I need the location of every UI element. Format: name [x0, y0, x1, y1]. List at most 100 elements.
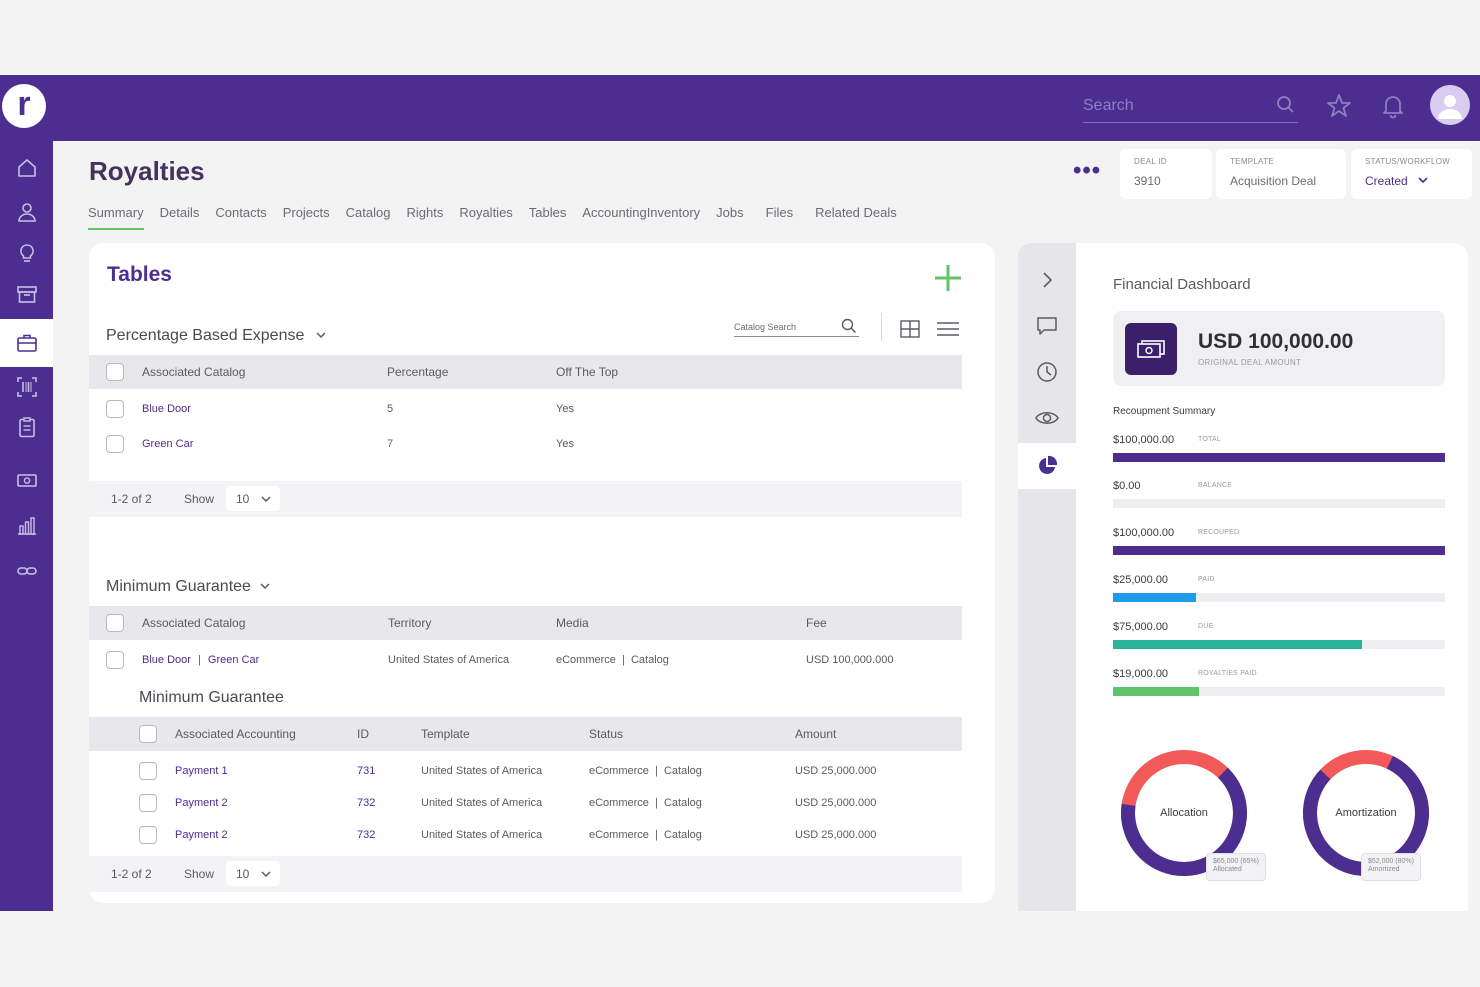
tab-jobs[interactable]: Jobs [716, 205, 744, 220]
col-id[interactable]: ID [357, 727, 369, 741]
catalog-link[interactable]: Green Car [142, 438, 194, 450]
col-percentage[interactable]: Percentage [387, 365, 449, 379]
sidebar-item-ideas[interactable] [0, 234, 53, 274]
recoup-bar-paid: $25,000.00 PAID [1113, 574, 1445, 604]
bar-track [1113, 546, 1445, 555]
rail-dashboard[interactable] [1018, 443, 1076, 489]
tab-details[interactable]: Details [159, 205, 200, 220]
tab-catalog[interactable]: Catalog [345, 205, 391, 220]
catalog-search-input[interactable] [734, 322, 834, 332]
pbe-table-header: Associated Catalog Percentage Off The To… [89, 355, 962, 389]
rail-collapse[interactable] [1018, 257, 1076, 303]
col-associated-catalog[interactable]: Associated Catalog [142, 616, 246, 630]
tab-accounting-inventory[interactable]: AccountingInventory [582, 205, 701, 220]
col-territory[interactable]: Territory [388, 616, 432, 630]
payment-id-link[interactable]: 732 [357, 797, 376, 809]
sidebar-item-reports[interactable] [0, 506, 53, 546]
col-media[interactable]: Media [556, 616, 589, 630]
chevron-down-icon [261, 871, 271, 878]
amount-value: USD 25,000.000 [795, 829, 877, 841]
col-template[interactable]: Template [421, 727, 470, 741]
chevron-down-icon [1418, 177, 1428, 184]
tab-rights[interactable]: Rights [406, 205, 444, 220]
bell-icon[interactable] [1380, 92, 1406, 120]
tooltip-value: $65,000 (65%) [1213, 858, 1259, 865]
row-checkbox[interactable] [106, 435, 124, 453]
sidebar [0, 141, 53, 911]
row-checkbox[interactable] [106, 400, 124, 418]
more-options-button[interactable]: ••• [1073, 157, 1102, 184]
list-view-icon[interactable] [936, 321, 960, 337]
rail-watch[interactable] [1018, 395, 1076, 441]
tab-contacts[interactable]: Contacts [215, 205, 267, 220]
row-checkbox[interactable] [139, 762, 157, 780]
payment-link[interactable]: Payment 2 [175, 829, 228, 841]
mg-section-toggle[interactable]: Minimum Guarantee [106, 578, 271, 596]
col-associated-accounting[interactable]: Associated Accounting [175, 727, 296, 741]
pbe-title: Percentage Based Expense [106, 327, 305, 344]
tooltip-label: Amortized [1368, 866, 1400, 874]
sidebar-item-finance[interactable] [0, 460, 53, 500]
col-off-the-top[interactable]: Off The Top [556, 365, 619, 379]
row-checkbox[interactable] [139, 826, 157, 844]
select-all-checkbox[interactable] [106, 363, 124, 381]
tooltip-label: Allocated [1213, 866, 1242, 874]
page-size-select[interactable]: 10 [226, 486, 280, 511]
sidebar-item-archive[interactable] [0, 274, 53, 314]
separator: | [197, 654, 201, 666]
sidebar-item-home[interactable] [0, 148, 53, 188]
bar-fill [1113, 640, 1362, 649]
payment-id-link[interactable]: 731 [357, 765, 376, 777]
grid-view-icon[interactable] [900, 320, 920, 338]
bar-value: $75,000.00 [1113, 621, 1169, 633]
tab-related-deals[interactable]: Related Deals [815, 205, 897, 220]
user-avatar[interactable] [1430, 85, 1470, 125]
bar-label: BALANCE [1198, 482, 1233, 489]
tab-royalties[interactable]: Royalties [459, 205, 513, 220]
search-input[interactable] [1083, 93, 1263, 119]
sidebar-item-deals[interactable] [0, 319, 53, 367]
payment-link[interactable]: Payment 2 [175, 797, 228, 809]
tab-summary[interactable]: Summary [88, 205, 144, 230]
tab-tables[interactable]: Tables [528, 205, 567, 220]
allocation-donut-chart [1121, 750, 1247, 876]
bar-fill [1113, 453, 1445, 462]
sidebar-item-contacts[interactable] [0, 192, 53, 232]
catalog-link[interactable]: Green Car [207, 654, 260, 666]
tab-files[interactable]: Files [765, 205, 794, 220]
search-icon[interactable] [1276, 95, 1296, 115]
col-status[interactable]: Status [589, 727, 624, 741]
col-associated-catalog[interactable]: Associated Catalog [142, 365, 246, 379]
sidebar-item-tasks[interactable] [0, 407, 53, 447]
sidebar-item-links[interactable] [0, 551, 53, 591]
deal-tabs: Summary Details Contacts Projects Catalo… [88, 205, 913, 230]
bar-label: DUE [1198, 623, 1214, 630]
catalog-link[interactable]: Blue Door [142, 403, 191, 415]
pbe-section-toggle[interactable]: Percentage Based Expense [106, 327, 327, 345]
col-fee[interactable]: Fee [806, 616, 827, 630]
add-icon[interactable] [933, 263, 963, 293]
status-card[interactable]: STATUS/WORKFLOW Created [1351, 149, 1472, 199]
rail-history[interactable] [1018, 349, 1076, 395]
sidebar-item-catalog[interactable] [0, 367, 53, 407]
barcode-icon [16, 377, 37, 397]
search-icon[interactable] [841, 318, 857, 334]
star-icon[interactable] [1325, 92, 1353, 120]
payment-link[interactable]: Payment 1 [175, 765, 228, 777]
chevron-down-icon [260, 583, 270, 590]
col-amount[interactable]: Amount [795, 727, 837, 741]
right-rail [1018, 243, 1076, 911]
select-all-checkbox[interactable] [106, 614, 124, 632]
top-bar: r [0, 75, 1480, 141]
row-checkbox[interactable] [139, 794, 157, 812]
status-dropdown[interactable]: Created [1365, 174, 1458, 188]
app-logo[interactable]: r [2, 84, 46, 128]
payment-id-link[interactable]: 732 [357, 829, 376, 841]
deal-id-card: DEAL ID 3910 [1120, 149, 1212, 199]
rail-comments[interactable] [1018, 303, 1076, 349]
page-size-select[interactable]: 10 [226, 861, 280, 886]
catalog-link[interactable]: Blue Door [142, 654, 191, 666]
tab-projects[interactable]: Projects [282, 205, 330, 220]
select-all-checkbox[interactable] [139, 725, 157, 743]
row-checkbox[interactable] [106, 651, 124, 669]
